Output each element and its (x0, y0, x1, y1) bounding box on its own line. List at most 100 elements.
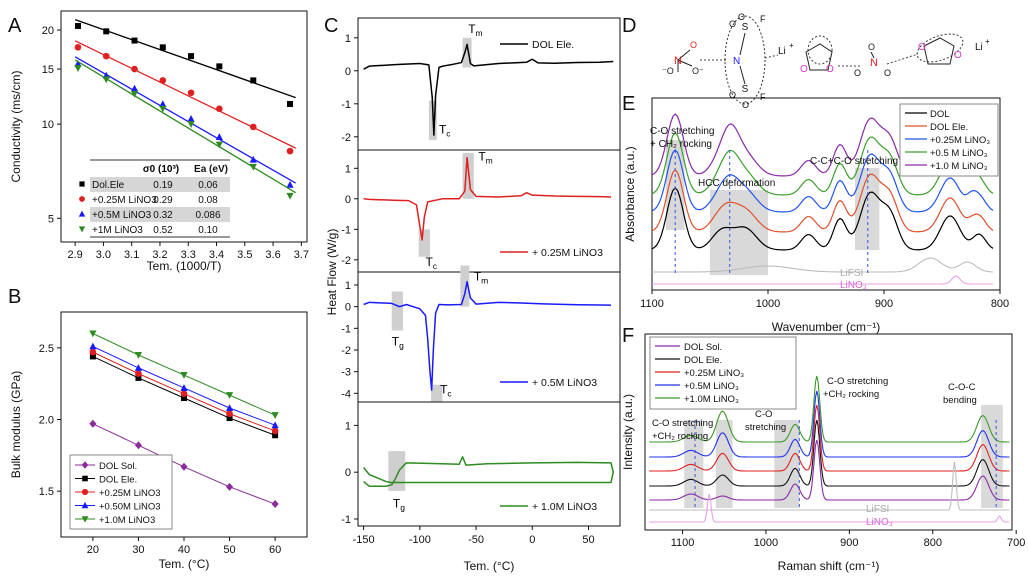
table-header-sigma: σ0 (10³) (143, 164, 179, 175)
y-tick-label-c: -4 (341, 388, 351, 400)
data-point-a (159, 44, 166, 51)
spectrum-f (649, 375, 1010, 443)
annotation-f: C-O (755, 409, 772, 420)
legend-label-e: DOL Ele. (930, 122, 968, 133)
x-tick-label-e: 800 (991, 298, 1009, 310)
data-point-a (286, 192, 294, 200)
sulfur-atom: S (742, 84, 749, 95)
data-point-a (215, 141, 223, 149)
nitrogen-atom: N (674, 55, 682, 67)
y-tick-label-c: -1 (341, 224, 351, 236)
annotation-f: bending (943, 395, 977, 406)
table-row-label-a: Dol.Ele (92, 180, 125, 191)
oxygen-atom: O (868, 42, 875, 52)
data-point-b (180, 372, 188, 379)
y-tick-label-c: 0 (345, 302, 351, 314)
axes-frame-e (651, 97, 1001, 291)
data-point-b (181, 394, 187, 401)
table-marker-a (79, 181, 85, 187)
axes-frame-f (644, 333, 1013, 531)
oxygen-atom: O (884, 68, 891, 78)
data-point-b (180, 390, 188, 397)
table-cell-a: 0.52 (153, 225, 173, 236)
data-point-a (130, 84, 139, 92)
data-point-b (89, 342, 97, 350)
y-tick-label-c: 0 (345, 194, 351, 206)
oxygen-atom: O (918, 42, 926, 53)
legend-label-b: DOL Sol. (99, 461, 137, 472)
subscript: m (486, 156, 493, 166)
reference-label-e: LiNO₃ (840, 280, 867, 291)
subscript: c (446, 129, 451, 139)
table-cell-a: 0.086 (195, 210, 220, 221)
x-tick-label-f: 700 (1007, 537, 1025, 549)
data-point-b (135, 374, 142, 381)
data-point-a (159, 77, 167, 84)
annotation-f: C-O-C (948, 382, 976, 393)
y-tick-label-a: 10 (42, 119, 54, 131)
x-tick-label-a: 3.3 (181, 249, 196, 261)
data-point-b (134, 441, 142, 450)
data-point-a (74, 44, 82, 51)
legend-label-c: + 0.25M LiNO3 (532, 247, 603, 259)
data-point-a (131, 37, 138, 44)
x-tick-label-e: 1000 (756, 298, 780, 310)
charge-sign: + (985, 37, 990, 46)
y-tick-label-c: -1 (341, 99, 351, 111)
data-point-a (103, 28, 110, 35)
data-point-a (249, 155, 257, 163)
subscript: g (400, 502, 405, 512)
data-point-a (216, 105, 223, 113)
data-point-b (134, 351, 143, 359)
x-tick-label-a: 3.5 (237, 249, 252, 261)
data-point-b (226, 482, 234, 491)
table-cell-a: 0.19 (153, 180, 173, 191)
x-axis-label-e: Wavenumber (cm⁻¹) (772, 320, 881, 334)
data-point-b (271, 427, 279, 435)
fluorine-atom: F (760, 14, 766, 24)
oxygen-atom: O (729, 90, 736, 100)
dol-ring (923, 37, 955, 65)
legend-label-b: +0.25M LiNO3 (99, 488, 161, 499)
data-point-a (187, 121, 195, 128)
legend-label-f: DOL Sol. (684, 342, 722, 353)
spectrum-f (649, 439, 1010, 501)
legend-label-e: +0.25M LiNO₃ (930, 135, 990, 146)
legend-marker-b (81, 501, 89, 509)
panel-letter-a: A (8, 15, 22, 37)
panel-b: 20 30 40 50 60 1.5 2.0 2.5 Tem. (°C) Bulk modulus… (9, 311, 308, 571)
anion-outline (724, 15, 766, 105)
table-row-label-a: +0.5M LiNO3 (92, 210, 152, 221)
panel-c: -2 -1 0 1 Tm Tc DOL Ele. -2 -1 0 1 Tm Tc + 0.25M LiNO… (325, 17, 621, 573)
panel-letter-e: E (622, 93, 635, 115)
transition-label-c: Tm (478, 150, 492, 166)
data-point-b (226, 415, 233, 422)
highlight-box-c (418, 229, 430, 257)
oxygen-atom: O (690, 40, 697, 50)
x-tick-label-e: 900 (875, 298, 893, 310)
legend-label-f: +0.25M LiNO₃ (684, 368, 744, 379)
x-tick-label-a: 3.0 (96, 249, 111, 261)
reference-label-f: LiNO₃ (866, 517, 893, 528)
heat-flow-curve-c (363, 455, 615, 487)
oxygen-atom: O (826, 64, 834, 75)
highlight-box-c (431, 384, 443, 402)
data-point-a (287, 100, 294, 107)
data-point-a (249, 123, 257, 131)
charge-sign: + (789, 41, 794, 50)
data-point-a (131, 65, 138, 73)
data-point-b (89, 348, 97, 356)
table-cell-a: 0.10 (198, 225, 218, 236)
subscript: c (447, 388, 452, 398)
data-point-a (216, 63, 223, 70)
fit-line-a (74, 40, 296, 149)
bond (677, 59, 693, 67)
table-cell-a: 0.08 (198, 195, 218, 206)
spectrum-e (651, 169, 994, 233)
panel-e: C-O stretching + CH₂ rocking HCC deformati… (623, 97, 1009, 334)
oxygen-atom: O⁻ (692, 66, 704, 76)
table-cell-a: 0.06 (198, 180, 218, 191)
x-tick-label-f: 1000 (754, 537, 778, 549)
y-tick-label-c: 1 (345, 33, 351, 45)
data-point-a (74, 65, 82, 72)
